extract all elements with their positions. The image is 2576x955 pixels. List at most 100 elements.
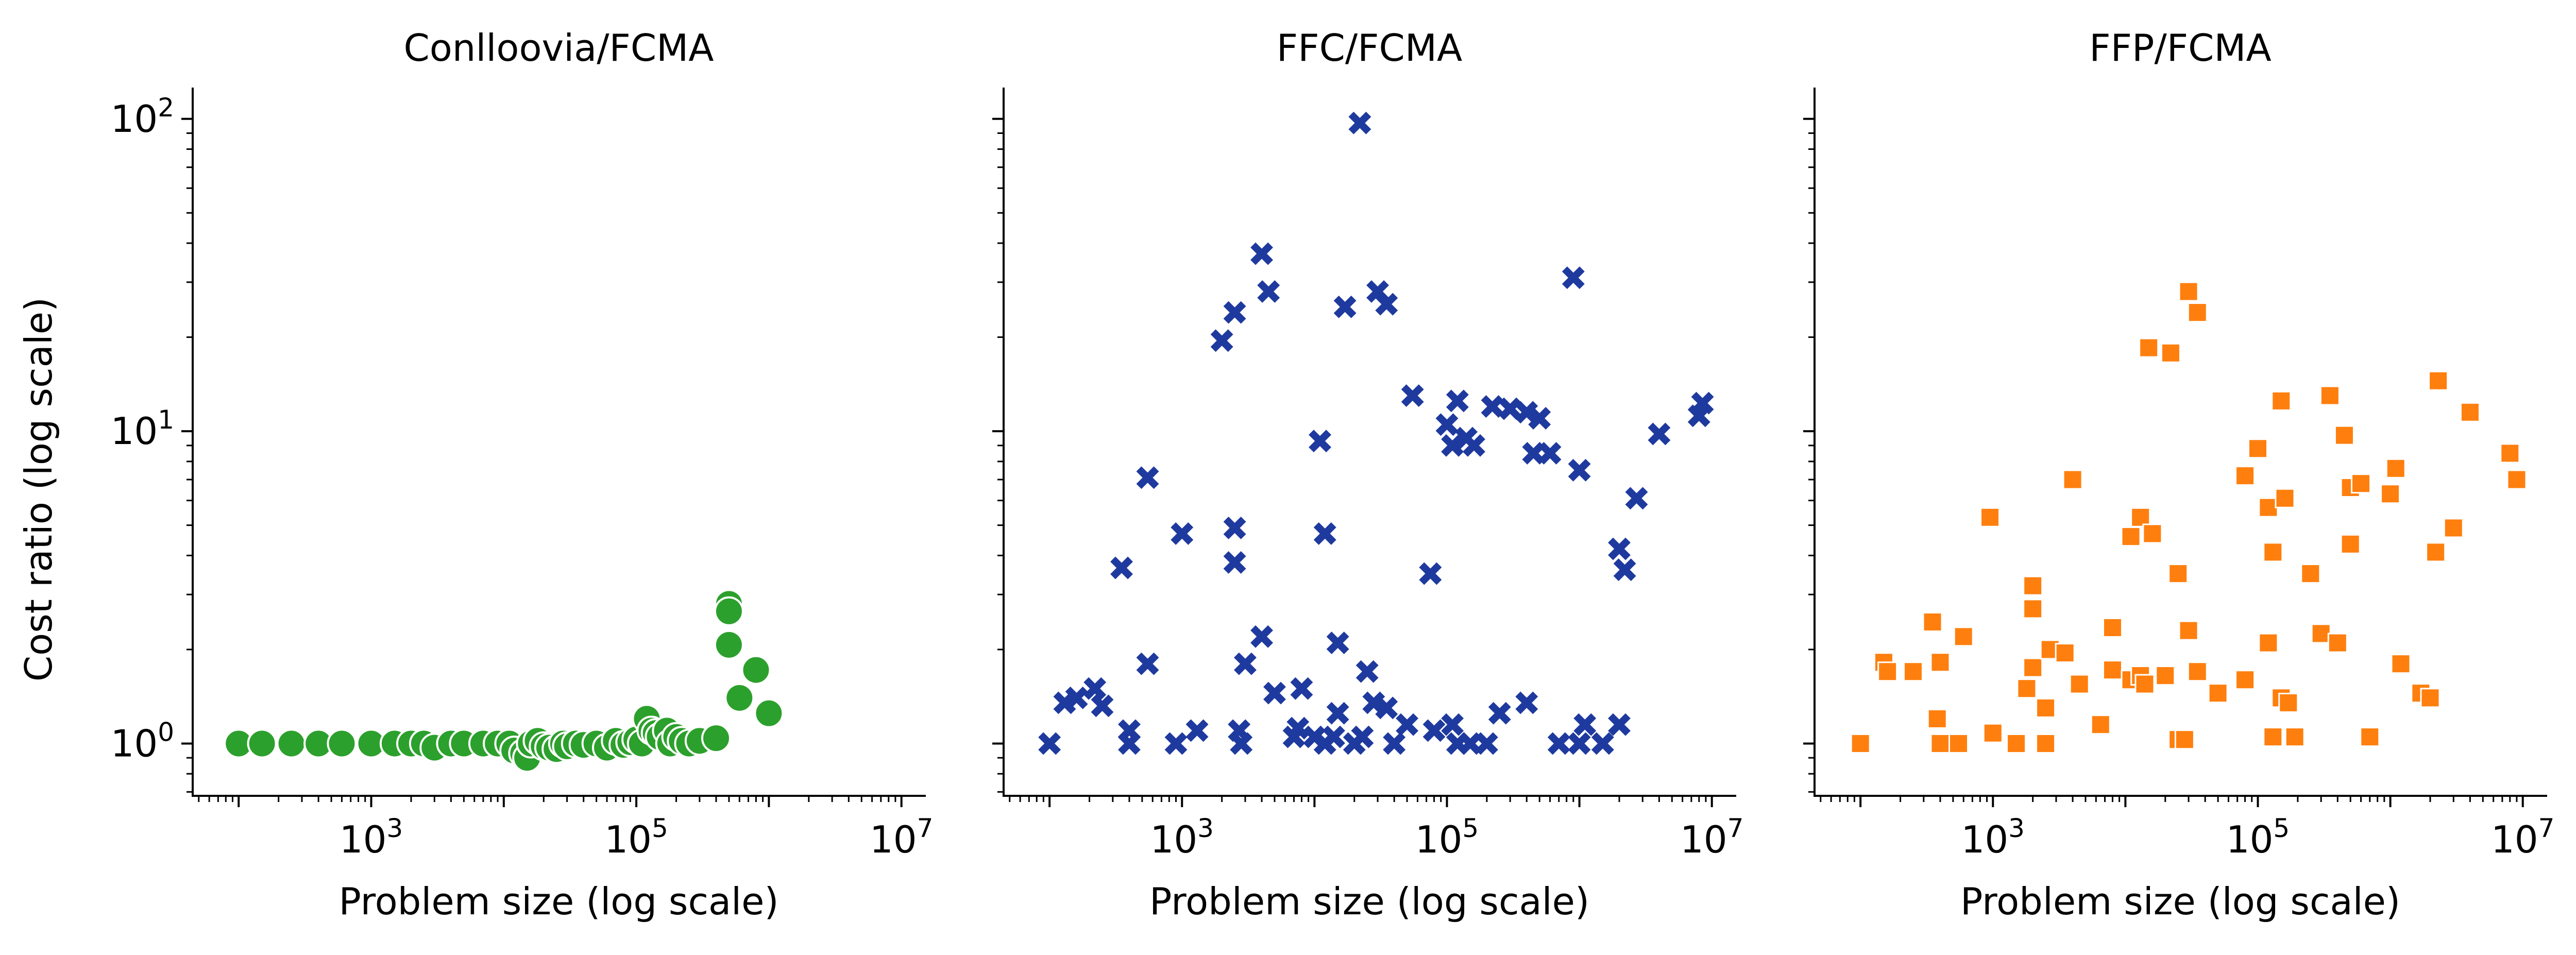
data-point [1164,732,1188,755]
data-point [2278,692,2299,713]
data-point [2090,714,2111,735]
data-point [1401,384,1424,407]
data-point [327,728,357,759]
data-point [1922,611,1943,632]
data-point [1515,691,1538,714]
data-point [1850,733,1871,754]
data-point [1223,551,1246,574]
data-point [2248,438,2268,459]
data-point [1562,266,1585,289]
data-point [1441,713,1464,736]
data-point [1608,713,1631,736]
x-tick-label: 103 [340,813,403,861]
data-point [2016,678,2037,699]
data-point [1953,626,1974,647]
data-point [2334,425,2354,446]
data-point [1171,522,1194,545]
data-point [1351,725,1374,748]
panel-title: FFC/FCMA [1277,26,1462,70]
data-point [1903,661,1923,682]
data-point [2102,617,2123,638]
x-tick-label: 105 [604,813,668,861]
scatter-points [1850,281,2527,754]
data-point [1375,293,1398,316]
x-tick-label: 107 [870,813,933,861]
data-point [2506,469,2527,490]
data-point [1286,717,1310,740]
data-point [2023,657,2043,678]
data-point [1396,713,1419,736]
data-point [2139,337,2159,358]
x-tick-label: 105 [1415,813,1479,861]
data-point [2391,654,2411,674]
data-point [1568,458,1591,482]
data-point [1613,558,1636,582]
data-point [2460,402,2480,422]
data-point [1625,487,1648,510]
data-point [2023,599,2043,619]
data-point [2121,526,2141,547]
data-point [2428,370,2449,391]
data-point [1547,732,1570,755]
x-axis-label: Problem size (log scale) [1149,880,1589,923]
data-point [2208,683,2228,704]
data-point [1326,702,1349,725]
data-point [2351,473,2371,494]
data-point [741,655,771,685]
data-point [1573,713,1597,736]
data-point [1065,686,1088,709]
data-point [2187,661,2208,682]
data-point [1930,652,1951,673]
data-point [2160,343,2181,363]
data-point [2327,633,2348,653]
data-point [2102,660,2123,680]
data-point [2062,469,2083,490]
data-point [1083,677,1107,700]
data-point [1136,652,1159,675]
data-point [1463,434,1485,457]
x-tick-label: 107 [2491,813,2554,861]
data-point [1263,681,1286,705]
data-point [2426,542,2446,562]
data-point [2142,523,2163,544]
data-point [1375,696,1398,720]
data-point [1250,242,1274,265]
data-point [1422,719,1446,742]
data-point [2235,670,2256,690]
data-point [754,698,784,728]
data-point [1333,295,1357,318]
data-point [2258,497,2279,518]
data-point [2500,443,2520,464]
data-point [1362,691,1385,714]
scatter-points [224,589,784,773]
data-point [2319,385,2340,406]
data-point [1488,702,1511,725]
data-point [1568,732,1591,755]
data-point [2263,727,2283,747]
data-point [1648,422,1671,446]
data-point [1348,111,1371,134]
data-point [2420,688,2441,708]
data-point [2006,733,2027,754]
data-point [1691,391,1714,415]
data-point [1877,661,1898,682]
data-point [2178,620,2199,641]
y-axis-label: Cost ratio (log scale) [17,297,60,681]
data-point [2311,623,2331,644]
data-point [1538,441,1562,465]
data-point [1446,389,1469,413]
data-point [1326,632,1349,655]
data-point [247,728,277,759]
data-point [1223,517,1246,539]
data-point [2036,733,2056,754]
data-point [714,596,744,626]
data-point [2284,727,2305,747]
panel-title: FFP/FCMA [2089,26,2272,70]
data-point [1441,434,1464,457]
data-point [2055,643,2075,663]
data-point [2271,390,2292,411]
data-point [1355,660,1379,683]
data-point [1980,507,2001,527]
data-point [1383,732,1406,755]
